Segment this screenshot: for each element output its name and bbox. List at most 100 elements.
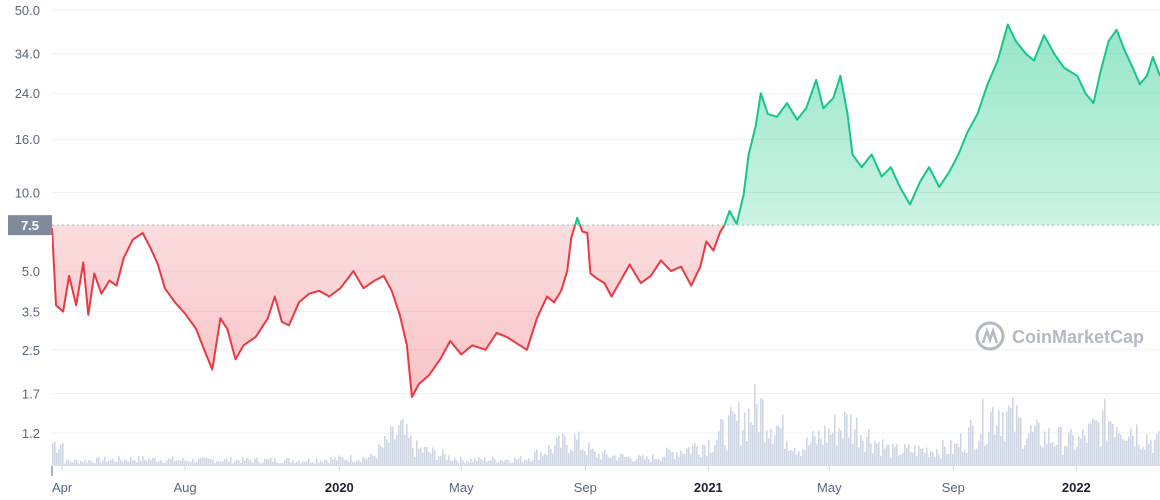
volume-bar xyxy=(160,459,162,466)
volume-bar xyxy=(926,447,928,466)
volume-bar xyxy=(204,457,206,466)
volume-bar xyxy=(286,458,288,466)
volume-bar xyxy=(128,461,130,466)
volume-bar xyxy=(456,460,458,466)
volume-bar xyxy=(832,432,834,466)
volume-bar xyxy=(528,458,530,466)
volume-bar xyxy=(520,456,522,466)
volume-bar xyxy=(1056,444,1058,466)
volume-bar xyxy=(908,444,910,466)
volume-bar xyxy=(138,455,140,466)
volume-bar xyxy=(552,453,554,466)
volume-bar xyxy=(120,460,122,466)
volume-bar xyxy=(556,438,558,466)
volume-bar xyxy=(984,445,986,466)
volume-bar xyxy=(946,453,948,466)
volume-bar xyxy=(738,402,740,466)
volume-bar xyxy=(962,452,964,466)
x-tick-label: Aug xyxy=(174,480,197,495)
volume-bar xyxy=(742,429,744,466)
volume-bar xyxy=(122,461,124,466)
volume-bar xyxy=(634,461,636,466)
x-tick-label: Sep xyxy=(942,480,965,495)
volume-bar xyxy=(788,450,790,466)
volume-bar xyxy=(1008,405,1010,466)
baseline-badge: 7.5 xyxy=(8,215,52,236)
volume-bar xyxy=(102,460,104,466)
volume-bar xyxy=(152,457,154,466)
volume-bar xyxy=(596,457,598,466)
x-tick-label: May xyxy=(817,480,842,495)
volume-bar xyxy=(114,461,116,466)
volume-bar xyxy=(670,451,672,466)
volume-bar xyxy=(778,426,780,466)
volume-bar xyxy=(690,453,692,466)
volume-bar xyxy=(98,457,100,466)
volume-bar xyxy=(1002,412,1004,466)
y-tick-label: 10.0 xyxy=(15,186,40,201)
volume-bar xyxy=(936,449,938,466)
volume-bar xyxy=(748,408,750,466)
volume-bar xyxy=(896,444,898,466)
volume-bar xyxy=(360,462,362,466)
volume-bar xyxy=(410,435,412,466)
volume-bar xyxy=(1156,434,1158,466)
volume-bar xyxy=(106,462,108,466)
volume-bar xyxy=(570,449,572,466)
volume-bar xyxy=(1078,436,1080,466)
volume-bar xyxy=(584,451,586,466)
volume-bar xyxy=(170,458,172,466)
volume-bar xyxy=(606,454,608,466)
volume-bar xyxy=(254,458,256,466)
volume-bar xyxy=(428,452,430,466)
x-tick-label: Apr xyxy=(52,480,73,495)
area-below-baseline xyxy=(52,225,1160,397)
volume-bar xyxy=(142,456,144,466)
volume-bar xyxy=(960,433,962,466)
volume-bar xyxy=(364,458,366,466)
volume-bar xyxy=(938,454,940,466)
volume-bar xyxy=(174,461,176,466)
volume-bar xyxy=(1100,446,1102,466)
volume-bar xyxy=(1032,431,1034,466)
volume-bar xyxy=(1042,447,1044,466)
volume-bar xyxy=(514,457,516,466)
volume-bar xyxy=(290,462,292,466)
volume-bar xyxy=(238,460,240,466)
volume-bar xyxy=(260,463,262,466)
volume-bar xyxy=(352,461,354,466)
volume-bar xyxy=(494,459,496,466)
volume-bar xyxy=(1000,435,1002,466)
volume-bar xyxy=(648,459,650,466)
volume-bar xyxy=(374,455,376,466)
volume-bar xyxy=(904,444,906,466)
volume-bar xyxy=(156,462,158,466)
volume-bar xyxy=(728,415,730,466)
volume-bar xyxy=(498,461,500,466)
volume-bar xyxy=(920,448,922,466)
volume-bar xyxy=(696,446,698,466)
y-tick-label: 50.0 xyxy=(15,3,40,18)
volume-bar xyxy=(354,461,356,466)
volume-bar xyxy=(306,461,308,466)
volume-bar xyxy=(214,463,216,466)
volume-bar xyxy=(506,459,508,466)
volume-bar xyxy=(336,460,338,466)
volume-bar xyxy=(52,443,54,466)
volume-bar xyxy=(522,462,524,466)
volume-bar xyxy=(776,425,778,466)
volume-bar xyxy=(66,459,68,466)
volume-bar xyxy=(1142,446,1144,466)
volume-bar xyxy=(814,435,816,466)
volume-bar xyxy=(316,459,318,466)
volume-bar xyxy=(886,444,888,466)
volume-bar xyxy=(852,443,854,466)
volume-bar xyxy=(460,456,462,466)
volume-bar xyxy=(924,452,926,466)
volume-bar xyxy=(392,426,394,466)
volume-bar xyxy=(862,440,864,466)
x-tick-label: 2021 xyxy=(694,480,723,495)
volume-bar xyxy=(746,441,748,466)
volume-bar xyxy=(420,447,422,466)
volume-bar xyxy=(1152,452,1154,466)
